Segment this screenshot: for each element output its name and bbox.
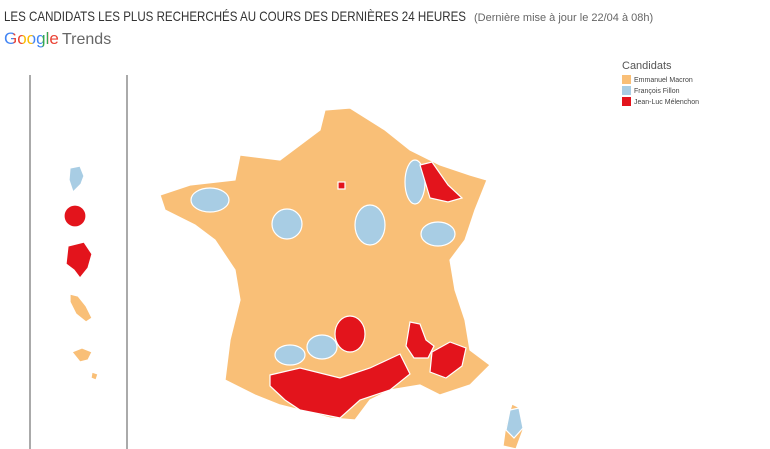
- region: [337, 181, 346, 190]
- legend-label: Jean-Luc Mélenchon: [634, 99, 699, 106]
- legend-label: Emmanuel Macron: [634, 77, 693, 84]
- overseas: [63, 165, 99, 381]
- legend: Candidats Emmanuel Macron François Fillon…: [622, 60, 699, 106]
- region: [419, 161, 464, 203]
- region: [420, 221, 456, 247]
- region: [405, 321, 435, 359]
- region: [190, 187, 230, 213]
- region: [71, 347, 99, 381]
- product: Trends: [62, 31, 111, 48]
- region: [63, 204, 87, 228]
- region: [505, 407, 524, 439]
- france: [159, 107, 524, 449]
- legend-swatch: [622, 86, 631, 95]
- subtitle: (Dernière mise à jour le 22/04 à 08h): [474, 12, 653, 24]
- region: [354, 204, 386, 246]
- region: [65, 241, 93, 279]
- region: [334, 315, 366, 353]
- legend-label: François Fillon: [634, 88, 680, 95]
- region: [68, 165, 85, 194]
- region: [271, 208, 303, 240]
- legend-swatch: [622, 75, 631, 84]
- legend-title: Candidats: [622, 60, 672, 72]
- brand: Google: [4, 29, 59, 48]
- region: [69, 293, 93, 323]
- region: [306, 334, 338, 360]
- title: LES CANDIDATS LES PLUS RECHERCHÉS AU COU…: [4, 8, 466, 24]
- region: [269, 353, 411, 419]
- region: [429, 341, 467, 379]
- legend-swatch: [622, 97, 631, 106]
- region: [274, 344, 306, 366]
